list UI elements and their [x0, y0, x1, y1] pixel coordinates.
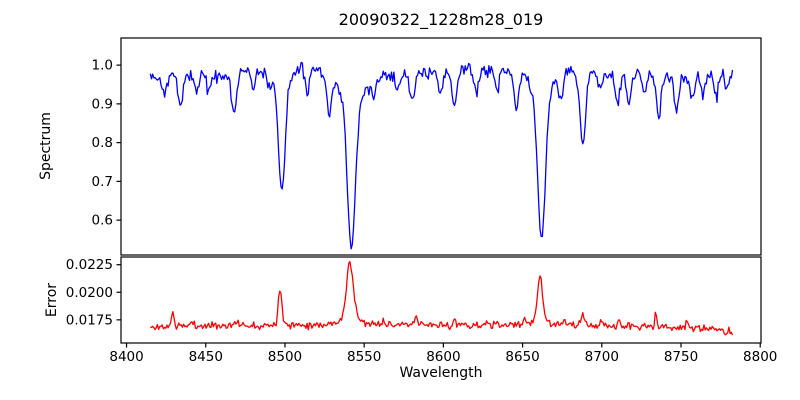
x-tick-label: 8650: [505, 349, 539, 365]
spectrum-line: [149, 61, 734, 250]
spectrum-y-ticks: 1.0 0.9 0.8 0.7 0.6: [92, 58, 121, 229]
y-tick-label: 0.7: [92, 174, 113, 190]
y-tick-label: 0.6: [92, 213, 113, 229]
y-tick-label: 0.0225: [66, 257, 113, 273]
y-tick-label: 1.0: [92, 58, 113, 74]
x-tick-label: 8550: [347, 349, 381, 365]
x-tick-label: 8500: [268, 349, 302, 365]
error-axes-frame: [120, 256, 762, 344]
y-tick-label: 0.8: [92, 135, 113, 151]
chart-title: 20090322_1228m28_019: [339, 10, 544, 30]
y-tick-label: 0.0175: [66, 312, 113, 328]
x-tick-label: 8400: [109, 349, 143, 365]
spectrum-ylabel: Spectrum: [38, 112, 54, 180]
x-tick-label: 8450: [189, 349, 223, 365]
error-y-ticks: 0.0225 0.0200 0.0175: [66, 257, 121, 328]
y-tick-label: 0.0200: [66, 285, 113, 301]
x-tick-label: 8750: [664, 349, 698, 365]
error-line: [149, 260, 734, 336]
x-axis-label: Wavelength: [399, 365, 482, 381]
y-tick-label: 0.9: [92, 96, 113, 112]
x-tick-label: 8700: [585, 349, 619, 365]
x-tick-label: 8800: [743, 349, 777, 365]
x-tick-label: 8600: [426, 349, 460, 365]
spectrum-axes-frame: [120, 37, 762, 256]
error-ylabel: Error: [44, 283, 60, 317]
x-axis-ticks: 8400 8450 8500 8550 8600 8650 8700 8750 8800: [109, 343, 777, 365]
